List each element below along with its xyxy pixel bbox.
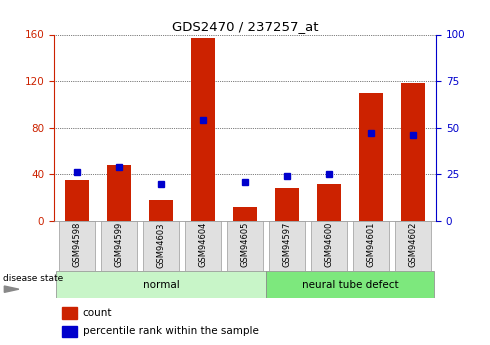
Bar [226, 221, 264, 271]
Bar [66, 180, 89, 221]
Bar [185, 221, 221, 271]
Bar [360, 93, 383, 221]
Title: GDS2470 / 237257_at: GDS2470 / 237257_at [172, 20, 318, 33]
Bar [192, 38, 215, 221]
Bar [318, 184, 341, 221]
Text: normal: normal [143, 280, 179, 289]
Bar [62, 326, 77, 337]
Text: GSM94598: GSM94598 [73, 222, 81, 267]
Bar [352, 221, 390, 271]
Text: GSM94601: GSM94601 [367, 222, 375, 267]
Text: GSM94599: GSM94599 [115, 222, 123, 267]
Text: neural tube defect: neural tube defect [302, 280, 398, 289]
Text: percentile rank within the sample: percentile rank within the sample [82, 326, 258, 336]
Bar [58, 221, 96, 271]
Text: disease state: disease state [3, 274, 63, 283]
Text: GSM94604: GSM94604 [198, 222, 207, 267]
Bar [149, 200, 172, 221]
Bar [62, 307, 77, 318]
Bar [107, 165, 130, 221]
Bar [143, 221, 179, 271]
Bar [394, 221, 432, 271]
Text: count: count [82, 308, 112, 318]
Bar [275, 188, 298, 221]
Text: GSM94605: GSM94605 [241, 222, 249, 267]
Bar [56, 272, 266, 298]
Text: GSM94603: GSM94603 [156, 222, 166, 268]
Bar [266, 272, 434, 298]
Text: GSM94597: GSM94597 [283, 222, 292, 267]
Polygon shape [4, 286, 19, 292]
Text: GSM94602: GSM94602 [409, 222, 417, 267]
Bar [269, 221, 305, 271]
Text: GSM94600: GSM94600 [324, 222, 334, 267]
Bar [233, 207, 257, 221]
Bar [401, 83, 424, 221]
Bar [311, 221, 347, 271]
Bar [100, 221, 138, 271]
